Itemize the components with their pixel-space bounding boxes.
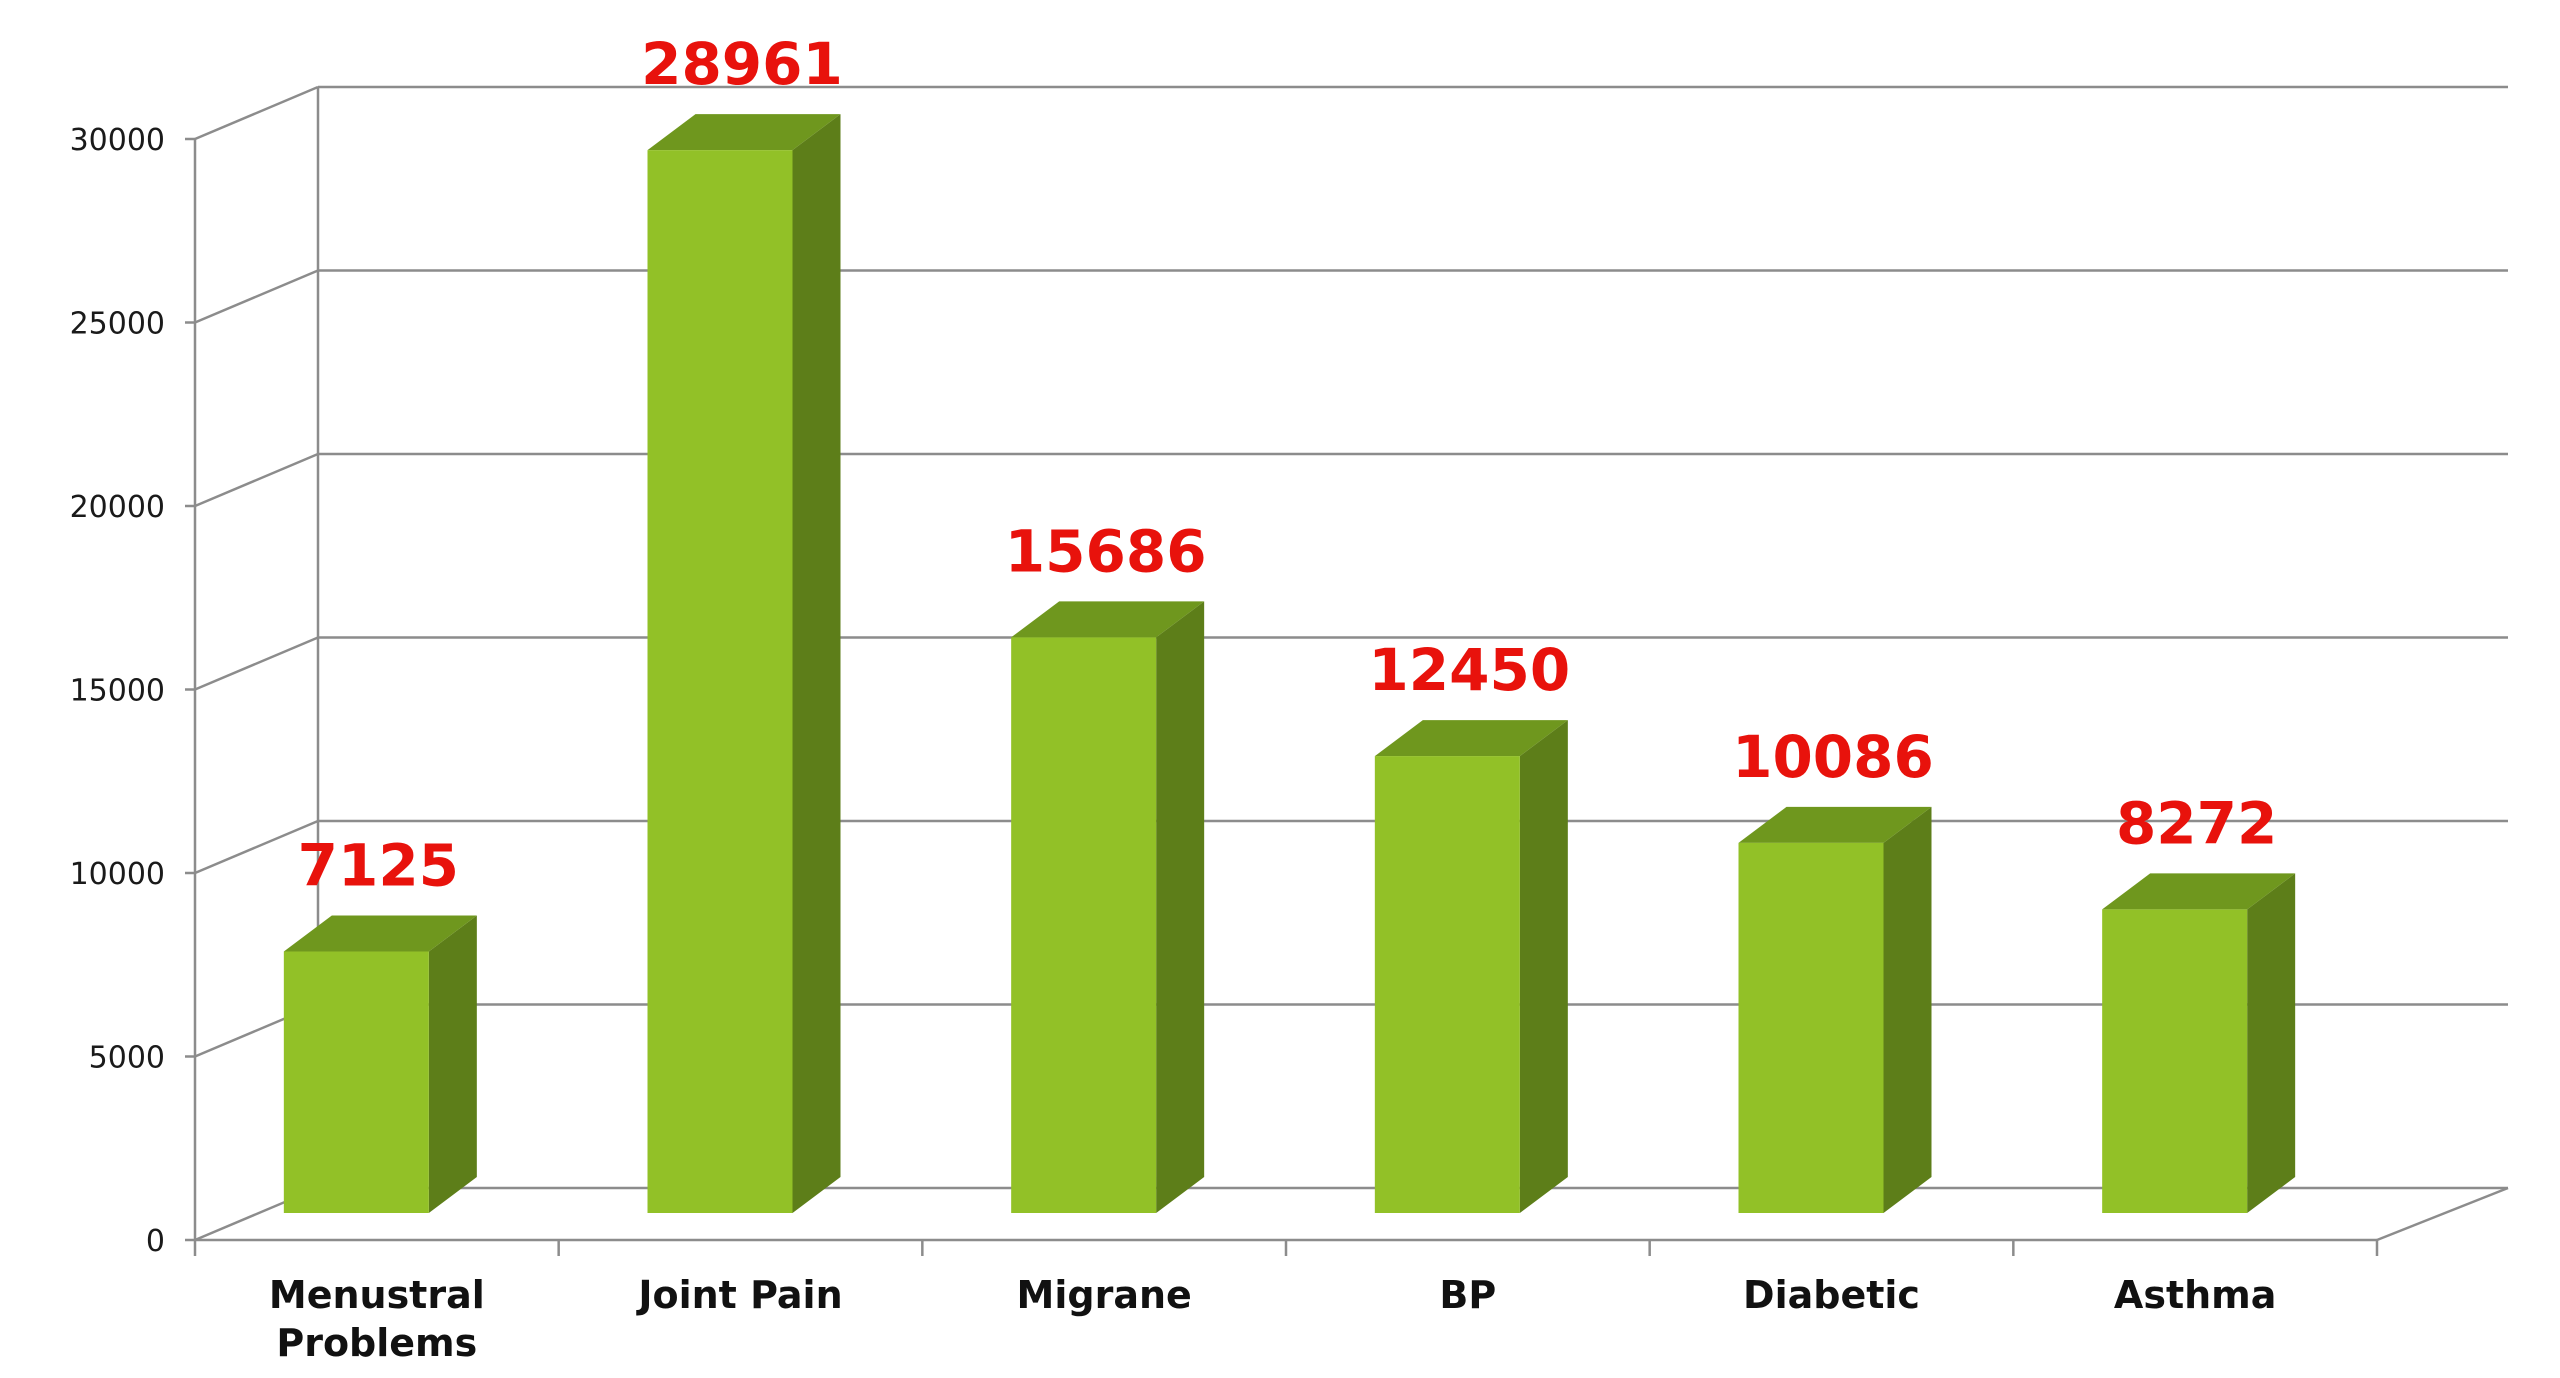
bar-top [1738, 806, 1932, 843]
x-axis-category-label: Diabetic [1743, 1273, 1920, 1317]
bar [1374, 720, 1568, 1213]
bar-side [792, 114, 841, 1213]
y-axis-tick-label: 15000 [70, 674, 165, 709]
bar-side [2247, 873, 2296, 1213]
bar [1011, 601, 1205, 1213]
bar-side [1519, 720, 1568, 1213]
category-label-line: Migrane [1017, 1273, 1192, 1317]
bar-front [1738, 842, 1884, 1213]
category-label-line: Problems [276, 1321, 477, 1365]
category-label-line: Asthma [2114, 1273, 2276, 1317]
bars [283, 114, 2296, 1213]
data-label: 10086 [1732, 723, 1934, 791]
bar [283, 915, 477, 1213]
bar [647, 114, 841, 1213]
y-axis-tick-label: 25000 [70, 307, 165, 342]
bar-top [647, 114, 841, 151]
gridline-depth [194, 819, 319, 875]
gridline-depth [194, 636, 319, 691]
bar [2102, 873, 2296, 1213]
y-axis-tick-labels: 0 5000 10000 15000 20000 25000 30000 [70, 123, 165, 1259]
gridline-depth [194, 452, 319, 508]
gridline-depth [194, 85, 319, 141]
bar-top [1374, 720, 1568, 757]
x-axis-category-label: Joint Pain [635, 1273, 842, 1317]
y-axis-tick-label: 0 [146, 1224, 165, 1259]
floor-right-edge [2376, 1186, 2509, 1242]
bar-side [428, 915, 477, 1213]
gridline-depth [194, 269, 319, 324]
bar-side [1883, 806, 1932, 1213]
y-axis-tick-label: 30000 [70, 123, 165, 158]
category-label-line: Joint Pain [635, 1273, 842, 1317]
data-labels: 7125 28961 15686 12450 10086 8272 [298, 30, 2278, 899]
bar-front [1374, 756, 1520, 1213]
x-axis-category-label: Asthma [2114, 1273, 2276, 1317]
data-label: 15686 [1005, 517, 1207, 585]
x-axis-category-label: Migrane [1017, 1273, 1192, 1317]
bar-front [1011, 637, 1157, 1213]
category-label-line: Menustral [269, 1273, 485, 1317]
data-label: 8272 [2116, 789, 2277, 857]
x-axis-category-labels: Menustral Problems Joint Pain Migrane BP Diab… [269, 1273, 2277, 1365]
bar-top [1011, 601, 1205, 638]
bar-top [2102, 873, 2296, 910]
x-axis-category-label: BP [1439, 1273, 1496, 1317]
y-axis-tick-label: 5000 [89, 1041, 165, 1076]
category-label-line: BP [1439, 1273, 1496, 1317]
category-label-line: Diabetic [1743, 1273, 1920, 1317]
y-axis-tick-label: 20000 [70, 490, 165, 525]
data-label: 28961 [641, 30, 843, 98]
bar-top [283, 915, 477, 952]
bar-side [1156, 601, 1205, 1213]
data-label: 7125 [298, 832, 459, 900]
y-axis-tick-label: 10000 [70, 857, 165, 892]
data-label: 12450 [1368, 636, 1570, 704]
x-axis-category-label: Menustral Problems [269, 1273, 485, 1365]
bar-front [283, 951, 429, 1213]
bar-front [647, 150, 793, 1213]
bar [1738, 806, 1932, 1213]
bar-front [2102, 909, 2248, 1213]
